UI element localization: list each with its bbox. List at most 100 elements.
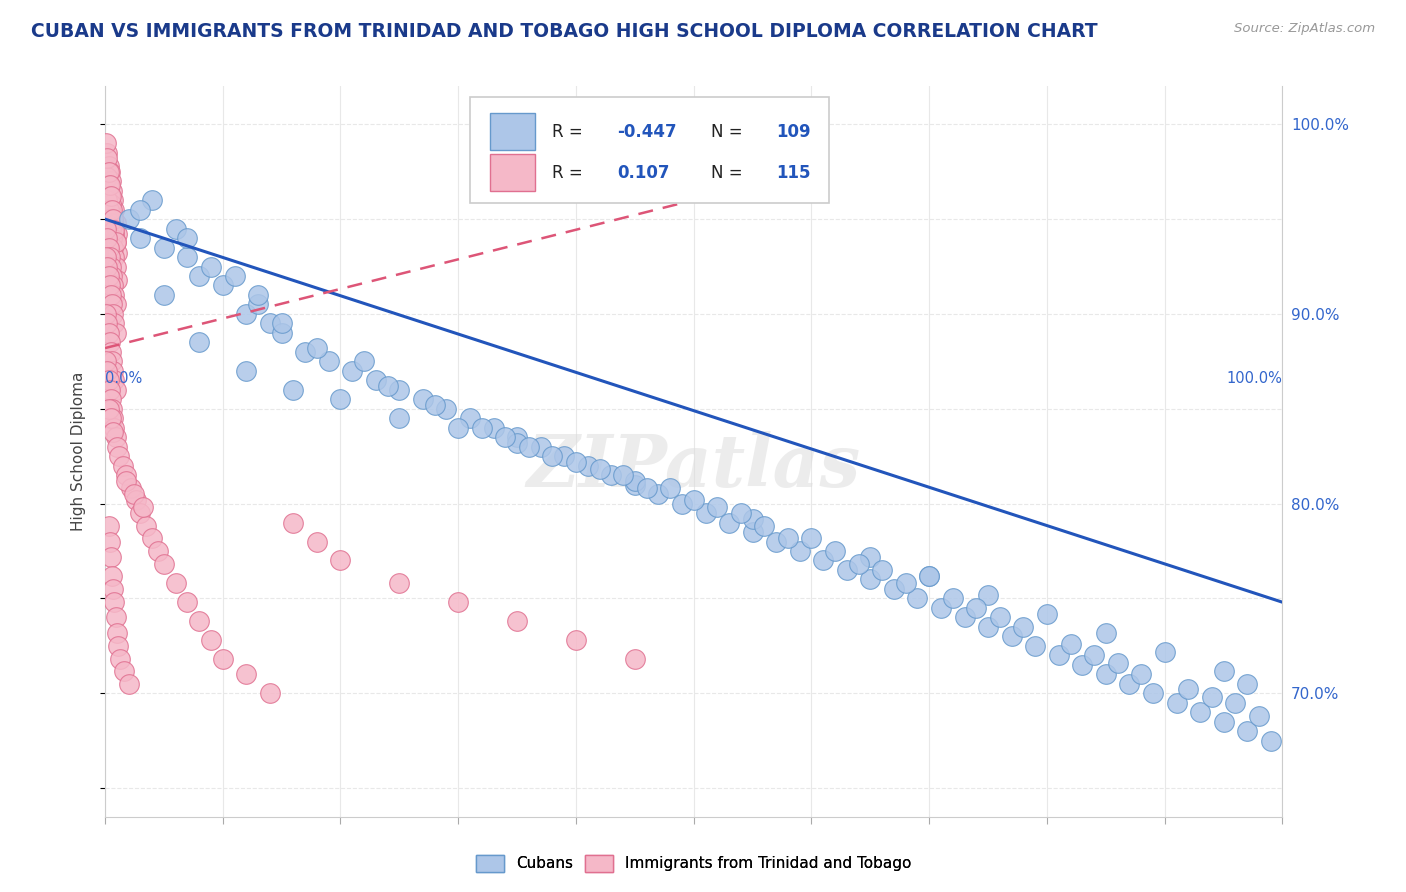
Point <box>97 268 120 283</box>
Point <box>141 193 163 207</box>
Point <box>600 468 623 483</box>
Point <box>918 568 941 582</box>
Point <box>835 563 858 577</box>
Point <box>115 474 138 488</box>
Point <box>96 364 118 378</box>
Point <box>423 398 446 412</box>
Point <box>789 544 811 558</box>
Point <box>120 482 142 496</box>
Point <box>135 519 157 533</box>
Point <box>848 558 870 572</box>
Point <box>104 383 127 397</box>
Point <box>388 411 411 425</box>
Point <box>96 354 118 368</box>
Point <box>103 227 125 242</box>
Point <box>176 231 198 245</box>
Point <box>101 568 124 582</box>
Point <box>124 492 146 507</box>
Point <box>117 677 139 691</box>
Point <box>101 401 124 416</box>
Point <box>96 145 118 160</box>
Point <box>1095 667 1118 681</box>
Point <box>1189 705 1212 719</box>
Point <box>353 354 375 368</box>
Point <box>482 421 505 435</box>
Point <box>96 221 118 235</box>
Point <box>1130 667 1153 681</box>
Point <box>636 482 658 496</box>
Point <box>412 392 434 407</box>
Point <box>104 430 127 444</box>
Point <box>247 297 270 311</box>
Point <box>100 189 122 203</box>
Point <box>97 178 120 192</box>
Point <box>200 260 222 274</box>
Point <box>859 549 882 564</box>
Point <box>103 364 125 378</box>
Point <box>200 633 222 648</box>
Text: ZIPatlas: ZIPatlas <box>527 431 860 501</box>
Point <box>965 601 987 615</box>
Point <box>103 595 125 609</box>
Point <box>436 401 458 416</box>
Point <box>1177 682 1199 697</box>
Point <box>588 462 610 476</box>
Point <box>100 411 122 425</box>
Point <box>103 421 125 435</box>
Point <box>283 516 305 530</box>
Point <box>224 268 246 283</box>
Point <box>131 500 153 515</box>
Point <box>1036 607 1059 621</box>
Point <box>1001 629 1024 643</box>
Point <box>447 421 470 435</box>
Point <box>235 667 257 681</box>
Point <box>305 534 328 549</box>
Point <box>96 231 118 245</box>
Point <box>530 440 553 454</box>
Point <box>754 519 776 533</box>
Point <box>305 341 328 355</box>
Point <box>98 335 121 350</box>
Point <box>870 563 893 577</box>
FancyBboxPatch shape <box>470 97 830 203</box>
Text: R =: R = <box>553 122 583 141</box>
Y-axis label: High School Diploma: High School Diploma <box>72 372 86 531</box>
Point <box>153 558 176 572</box>
FancyBboxPatch shape <box>491 113 534 150</box>
Text: 115: 115 <box>776 163 811 181</box>
Point <box>165 221 187 235</box>
Point <box>329 392 352 407</box>
Text: N =: N = <box>711 122 742 141</box>
Point <box>100 197 122 211</box>
Point <box>96 307 118 321</box>
Point <box>103 241 125 255</box>
Point <box>96 170 118 185</box>
Point <box>97 159 120 173</box>
Point <box>1024 639 1046 653</box>
Point <box>97 202 120 217</box>
Point <box>111 458 134 473</box>
Point <box>800 531 823 545</box>
Point <box>103 278 125 293</box>
Point <box>103 307 125 321</box>
Point <box>96 152 118 166</box>
Point <box>101 202 124 217</box>
Point <box>105 440 128 454</box>
Point <box>741 512 763 526</box>
Point <box>907 591 929 606</box>
Point <box>741 524 763 539</box>
Point <box>706 500 728 515</box>
Point <box>977 620 1000 634</box>
Point <box>97 373 120 387</box>
Point <box>1166 696 1188 710</box>
Point <box>1012 620 1035 634</box>
Point <box>977 588 1000 602</box>
Point <box>776 531 799 545</box>
Point <box>100 392 122 407</box>
Point <box>176 250 198 264</box>
Point <box>105 625 128 640</box>
Point <box>1225 696 1247 710</box>
Point <box>929 601 952 615</box>
Point <box>659 482 682 496</box>
Point <box>97 164 120 178</box>
